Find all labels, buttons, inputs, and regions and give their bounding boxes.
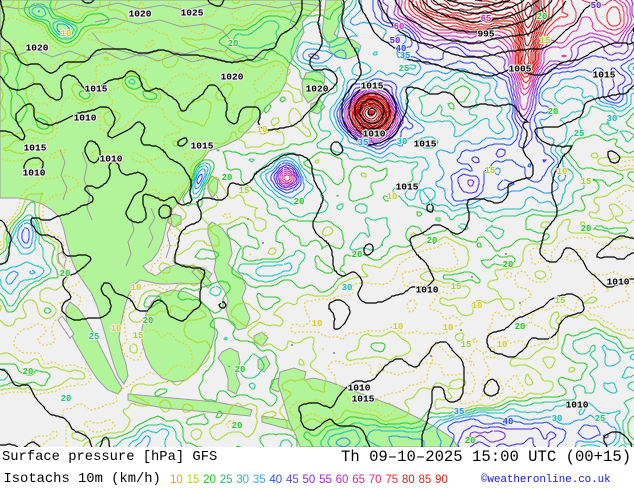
svg-text:1010: 1010: [416, 285, 439, 296]
svg-text:25: 25: [574, 129, 585, 139]
svg-text:10: 10: [387, 192, 398, 202]
svg-text:50: 50: [591, 1, 602, 11]
svg-text:25: 25: [595, 414, 606, 424]
svg-text:10: 10: [131, 283, 142, 293]
svg-text:10: 10: [257, 125, 268, 135]
svg-text:995: 995: [477, 29, 494, 40]
svg-text:40: 40: [503, 417, 514, 427]
svg-text:10: 10: [497, 340, 508, 350]
svg-text:1010: 1010: [566, 400, 589, 411]
svg-text:1010: 1010: [363, 129, 386, 140]
svg-text:30: 30: [607, 114, 618, 124]
svg-text:20: 20: [503, 260, 514, 270]
svg-text:10: 10: [443, 323, 454, 333]
svg-text:15: 15: [451, 282, 462, 292]
svg-text:15: 15: [485, 166, 496, 176]
svg-text:20: 20: [537, 12, 548, 22]
svg-text:20: 20: [465, 436, 476, 446]
svg-text:1005: 1005: [509, 64, 532, 75]
svg-text:1015: 1015: [414, 139, 437, 150]
svg-text:15: 15: [540, 36, 551, 46]
svg-text:60: 60: [394, 22, 405, 32]
svg-text:1015: 1015: [396, 182, 419, 193]
svg-text:1025: 1025: [181, 8, 204, 19]
svg-text:10: 10: [472, 301, 483, 311]
svg-text:15: 15: [555, 296, 566, 306]
svg-text:20: 20: [60, 269, 71, 279]
svg-text:15: 15: [133, 331, 144, 341]
svg-text:1015: 1015: [191, 141, 214, 152]
svg-text:1010: 1010: [23, 168, 46, 179]
svg-text:20: 20: [232, 421, 243, 431]
svg-text:15: 15: [581, 177, 592, 187]
svg-text:35: 35: [358, 138, 369, 148]
svg-text:1020: 1020: [129, 9, 152, 20]
svg-text:20: 20: [515, 322, 526, 332]
svg-text:20: 20: [294, 197, 305, 207]
svg-text:15: 15: [461, 340, 472, 350]
svg-text:50: 50: [390, 36, 401, 46]
svg-text:20: 20: [581, 224, 592, 234]
svg-text:1010: 1010: [348, 383, 371, 394]
svg-text:1020: 1020: [221, 72, 244, 83]
svg-text:20: 20: [222, 173, 233, 183]
svg-text:1015: 1015: [593, 70, 616, 81]
svg-text:20: 20: [427, 236, 438, 246]
svg-text:1015: 1015: [24, 143, 47, 154]
svg-text:1010: 1010: [74, 113, 97, 124]
svg-text:20: 20: [23, 367, 34, 377]
svg-text:1020: 1020: [26, 43, 49, 54]
svg-text:35: 35: [454, 407, 465, 417]
svg-text:20: 20: [548, 107, 559, 117]
svg-text:1015: 1015: [352, 394, 375, 405]
svg-text:10: 10: [557, 167, 568, 177]
svg-text:35: 35: [400, 51, 411, 61]
svg-text:20: 20: [61, 394, 72, 404]
svg-text:10: 10: [111, 324, 122, 334]
svg-text:1015: 1015: [85, 84, 108, 95]
svg-text:10: 10: [393, 322, 404, 332]
svg-text:1020: 1020: [306, 84, 329, 95]
svg-text:15: 15: [239, 186, 250, 196]
svg-text:1015: 1015: [361, 81, 384, 92]
svg-text:20: 20: [228, 39, 239, 49]
svg-text:20: 20: [352, 250, 363, 260]
svg-text:1010: 1010: [100, 154, 123, 165]
svg-text:10: 10: [312, 319, 323, 329]
svg-text:30: 30: [397, 137, 408, 147]
svg-text:1010: 1010: [607, 277, 630, 288]
svg-text:20: 20: [143, 316, 154, 326]
svg-text:40: 40: [396, 44, 407, 54]
svg-text:30: 30: [342, 283, 353, 293]
svg-text:10: 10: [61, 29, 72, 39]
svg-text:30: 30: [552, 414, 563, 424]
svg-text:65: 65: [481, 14, 492, 24]
svg-text:25: 25: [399, 64, 410, 74]
svg-text:25: 25: [89, 332, 100, 342]
svg-text:20: 20: [235, 365, 246, 375]
